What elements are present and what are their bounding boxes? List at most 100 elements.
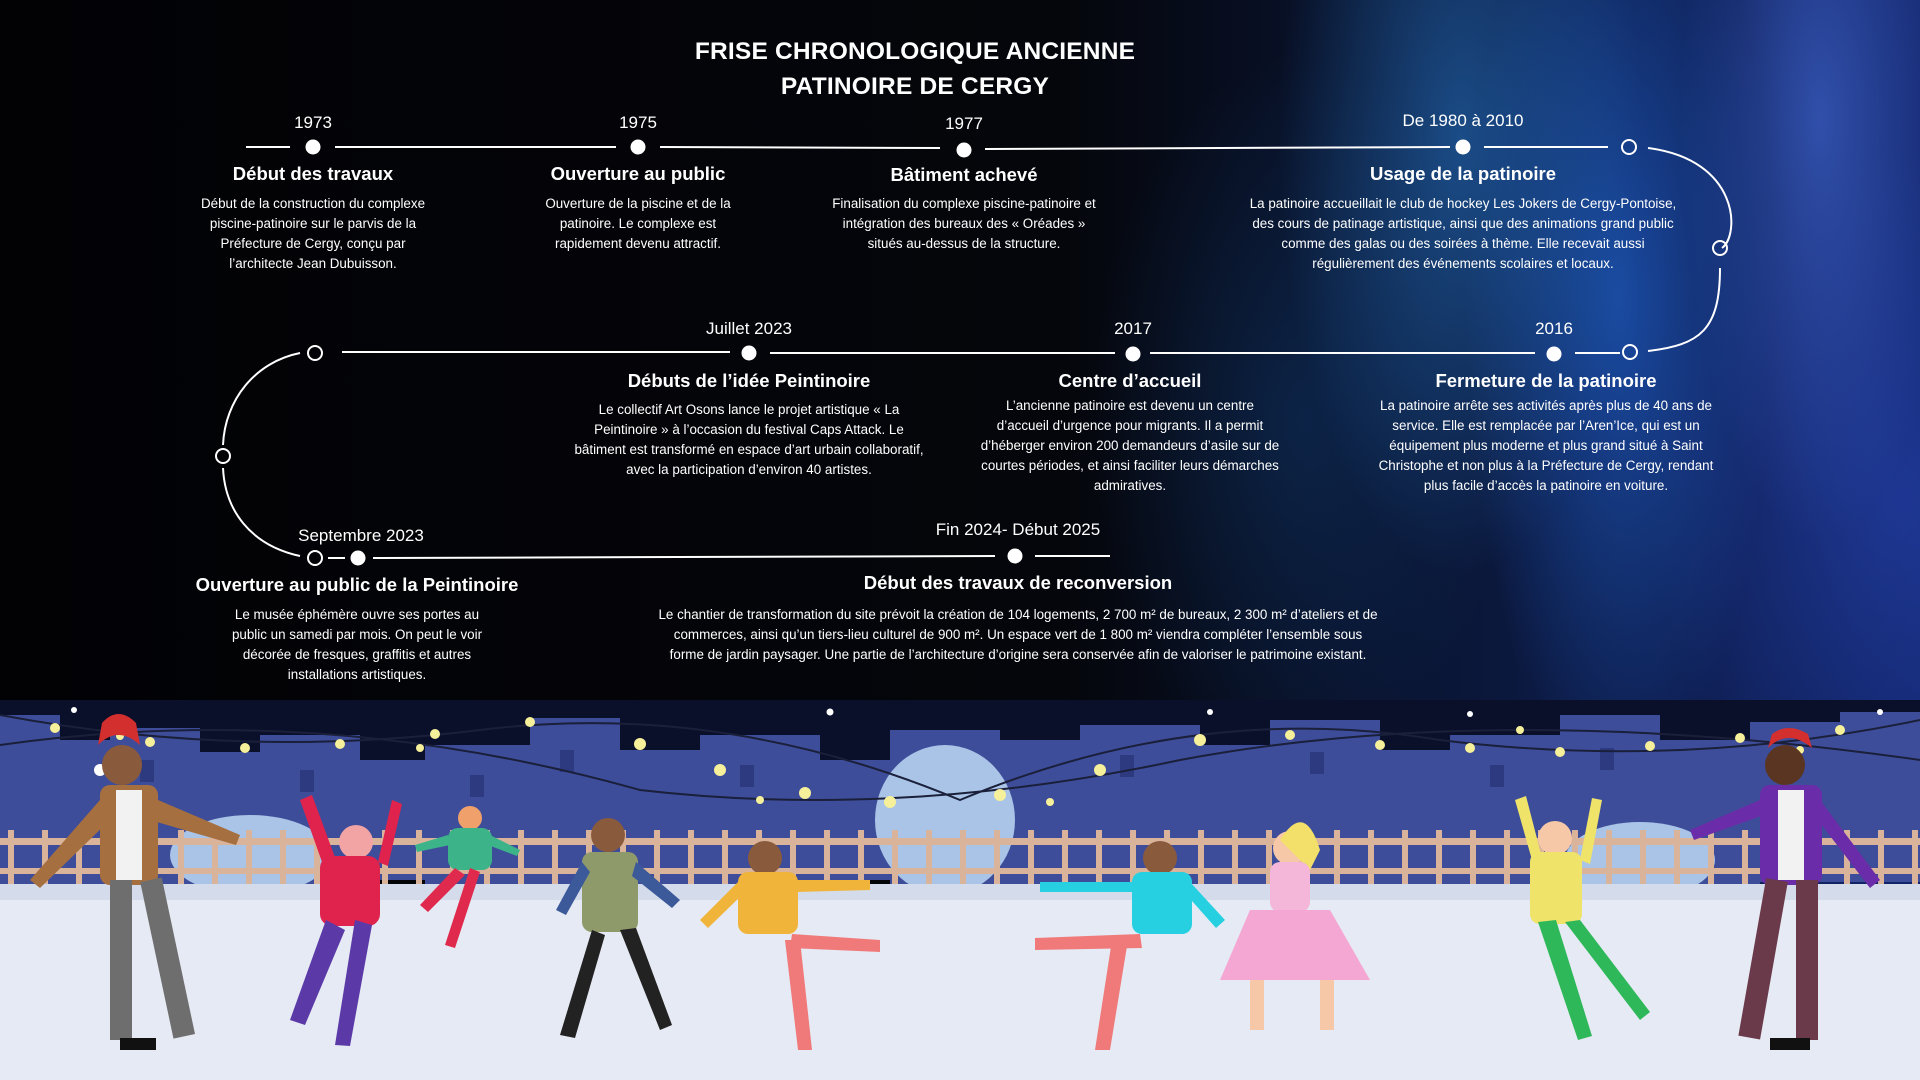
fence-post [416, 830, 422, 886]
fence-post [1436, 830, 1442, 886]
fence-post [1878, 830, 1884, 886]
event-marker-septembre-2023 [350, 550, 366, 566]
fence-post [518, 830, 524, 886]
event-date: 2017 [1114, 319, 1152, 338]
fence-post [1402, 830, 1408, 886]
event-marker-fin-2024 [1007, 548, 1023, 564]
fence-post [1674, 830, 1680, 886]
skater-yellow-jacket [700, 841, 880, 1050]
connector-node-right-bottom [1622, 344, 1638, 360]
fence-post [654, 830, 660, 886]
fence-post [1062, 830, 1068, 886]
fence-post [1912, 830, 1918, 886]
event-date: 2016 [1535, 319, 1573, 338]
event-marker-2017 [1125, 346, 1141, 362]
fence-post [926, 830, 932, 886]
timeline-markers [215, 139, 1728, 566]
connector-node-left-top [307, 345, 323, 361]
event-description: La patinoire accueillait le club de hock… [1249, 196, 1677, 271]
fence-post [722, 830, 728, 886]
fence-post [8, 830, 14, 886]
event-title: Centre d’accueil [1058, 370, 1202, 391]
fence-post [1130, 830, 1136, 886]
fence-post [1708, 830, 1714, 886]
event-marker-1975 [630, 139, 646, 155]
title-line-2: PATINOIRE DE CERGY [780, 73, 1050, 100]
event-title: Bâtiment achevé [890, 164, 1038, 185]
fence-post [858, 830, 864, 886]
event-date: Septembre 2023 [298, 526, 424, 545]
fence-post [1504, 830, 1510, 886]
skater-man-santa-hat [30, 714, 240, 1050]
event-description: Ouverture de la piscine et de la patinoi… [545, 196, 731, 251]
fence-post [1266, 830, 1272, 886]
string-lights [0, 714, 1920, 808]
skater-green-jacket-back [415, 806, 520, 948]
fence-post [76, 830, 82, 886]
fence-post [1334, 830, 1340, 886]
connector-node-right-middle [1712, 240, 1728, 256]
title-line-1: FRISE CHRONOLOGIQUE ANCIENNE [694, 38, 1136, 65]
fence-post [552, 830, 558, 886]
fence-post [212, 830, 218, 886]
event-date: 1977 [945, 114, 983, 133]
fence-post [688, 830, 694, 886]
event-title: Ouverture au public de la Peintinoire [195, 574, 519, 595]
event-marker-juillet-2023 [741, 345, 757, 361]
event-marker-2016 [1546, 346, 1562, 362]
fence-post [280, 830, 286, 886]
fence-post [1606, 830, 1612, 886]
skater-cyan-jacket [1035, 841, 1225, 1050]
event-title: Débuts de l’idée Peintinoire [627, 370, 871, 391]
event-marker-1980-2010 [1455, 139, 1471, 155]
event-title: Fermeture de la patinoire [1435, 370, 1657, 391]
event-date: Juillet 2023 [705, 319, 792, 338]
skater-pink-dress [1220, 822, 1370, 1030]
ice-edge [0, 884, 1920, 900]
event-description: Finalisation du complexe piscine-patinoi… [832, 196, 1096, 251]
fence-post [824, 830, 830, 886]
event-title: Début des travaux de reconversion [863, 572, 1173, 593]
event-title: Début des travaux [232, 163, 394, 184]
connector-node-left-bottom [307, 550, 323, 566]
event-description: Le collectif Art Osons lance le projet a… [574, 402, 924, 477]
connector-node-left-middle [215, 448, 231, 464]
event-description: Le musée éphémère ouvre ses portes au pu… [231, 607, 483, 682]
page-title: FRISE CHRONOLOGIQUE ANCIENNE PATINOIRE D… [660, 34, 1170, 104]
fence-post [1470, 830, 1476, 886]
skater-man-purple-jacket [1690, 728, 1880, 1050]
skater-yellow-top [1515, 796, 1650, 1040]
fence-post [892, 830, 898, 886]
timeline-lines [222, 146, 1733, 559]
fence-post [1028, 830, 1034, 886]
skater-vest-man [556, 818, 680, 1038]
fence-post [1742, 830, 1748, 886]
fence-post [1096, 830, 1102, 886]
fence-post [1640, 830, 1646, 886]
event-date: 1975 [619, 113, 657, 132]
fence-post [1232, 830, 1238, 886]
fence-post [314, 830, 320, 886]
event-description: Début de la construction du complexe pis… [200, 196, 426, 271]
fence-post [1198, 830, 1204, 886]
fence-post [790, 830, 796, 886]
event-description: L’ancienne patinoire est devenu un centr… [980, 398, 1280, 493]
fence-post [246, 830, 252, 886]
event-date: Fin 2024- Début 2025 [935, 520, 1101, 539]
fence-post [1368, 830, 1374, 886]
event-title: Ouverture au public [550, 163, 726, 184]
event-marker-1977 [956, 142, 972, 158]
event-description: La patinoire arrête ses activités après … [1378, 398, 1714, 493]
skaters [30, 714, 1880, 1050]
fence-post [994, 830, 1000, 886]
connector-node-right-top [1621, 139, 1637, 155]
event-title: Usage de la patinoire [1369, 163, 1557, 184]
fence-post [178, 830, 184, 886]
event-marker-1973 [305, 139, 321, 155]
sparkles [71, 707, 1883, 717]
event-date: De 1980 à 2010 [1402, 111, 1524, 130]
skater-girl-pink-hat [290, 795, 402, 1046]
fence-post [960, 830, 966, 886]
